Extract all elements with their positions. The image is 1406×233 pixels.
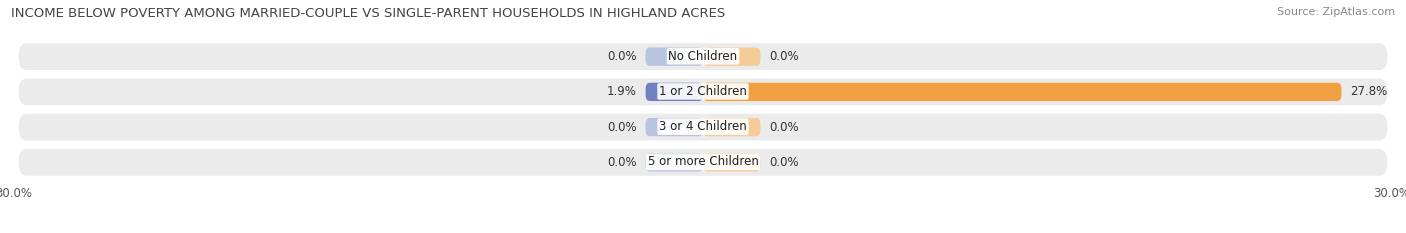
Text: Source: ZipAtlas.com: Source: ZipAtlas.com [1277,7,1395,17]
FancyBboxPatch shape [703,83,1341,101]
Text: 1 or 2 Children: 1 or 2 Children [659,85,747,98]
FancyBboxPatch shape [645,83,703,101]
Text: 0.0%: 0.0% [607,50,637,63]
FancyBboxPatch shape [703,48,761,66]
FancyBboxPatch shape [18,149,1388,176]
FancyBboxPatch shape [645,118,703,136]
FancyBboxPatch shape [18,79,1388,105]
Text: 0.0%: 0.0% [769,121,799,134]
Text: No Children: No Children [668,50,738,63]
Text: 3 or 4 Children: 3 or 4 Children [659,120,747,133]
Text: 0.0%: 0.0% [607,156,637,169]
Text: 0.0%: 0.0% [769,50,799,63]
Legend: Married Couples, Single Parents: Married Couples, Single Parents [586,229,820,233]
FancyBboxPatch shape [645,153,703,171]
FancyBboxPatch shape [703,153,761,171]
Text: 27.8%: 27.8% [1351,85,1388,98]
Text: 0.0%: 0.0% [769,156,799,169]
Text: INCOME BELOW POVERTY AMONG MARRIED-COUPLE VS SINGLE-PARENT HOUSEHOLDS IN HIGHLAN: INCOME BELOW POVERTY AMONG MARRIED-COUPL… [11,7,725,20]
Text: 1.9%: 1.9% [606,85,637,98]
Text: 0.0%: 0.0% [607,121,637,134]
FancyBboxPatch shape [703,118,761,136]
FancyBboxPatch shape [18,114,1388,140]
Text: 5 or more Children: 5 or more Children [648,155,758,168]
FancyBboxPatch shape [645,48,703,66]
FancyBboxPatch shape [18,43,1388,70]
